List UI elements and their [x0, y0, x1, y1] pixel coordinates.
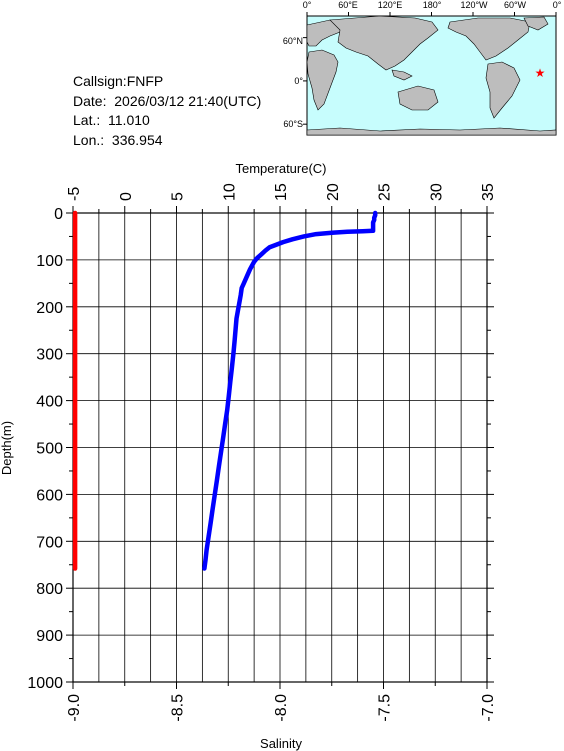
map-lon-label: 120°W — [460, 0, 488, 10]
y-axis-label: Depth(m) — [0, 421, 14, 475]
date-text: Date: 2026/03/12 21:40(UTC) — [73, 92, 262, 109]
callsign-text: Callsign:FNFP — [73, 73, 164, 89]
y-tick-label: 900 — [36, 628, 63, 645]
latitude-text: Lat.: 11.010 — [73, 112, 150, 128]
top-tick-label: 15 — [273, 183, 290, 201]
bottom-tick-label: -7.5 — [377, 694, 394, 722]
temperature-profile-line — [202, 210, 378, 571]
map-lat-label: 60°N — [283, 36, 303, 46]
y-tick-label: 1000 — [27, 675, 63, 692]
top-tick-label: 30 — [428, 183, 445, 201]
y-tick-label: 500 — [36, 441, 63, 458]
bottom-tick-label: -8.0 — [273, 694, 290, 722]
station-info: Callsign:FNFP Date: 2026/03/12 21:40(UTC… — [73, 72, 261, 150]
y-tick-label: 200 — [36, 300, 63, 317]
map-ticks — [303, 12, 557, 125]
world-map: 0° 60°E 120°E 180° 120°W 60°W 0° 60°N 0°… — [283, 0, 562, 136]
y-tick-label: 400 — [36, 394, 63, 411]
chart-grid — [72, 212, 488, 683]
map-lon-label: 0° — [303, 0, 312, 10]
bottom-axis-label: Salinity — [260, 736, 302, 751]
map-land — [306, 15, 557, 136]
map-lat-labels: 60°N 0° 60°S — [283, 36, 304, 129]
top-tick-label: 10 — [221, 183, 238, 201]
top-tick-label: 25 — [377, 183, 394, 201]
y-tick-label: 600 — [36, 487, 63, 504]
bottom-tick-label: -7.0 — [480, 694, 497, 722]
top-tick-label: 5 — [170, 192, 187, 201]
y-tick-label: 700 — [36, 534, 63, 551]
longitude-text: Lon.: 336.954 — [73, 131, 163, 148]
y-tick-label: 300 — [36, 347, 63, 364]
bottom-tick-label: -9.0 — [66, 694, 83, 722]
top-tick-label: 0 — [118, 192, 135, 201]
chart-series — [72, 210, 378, 571]
top-tick-label: -5 — [66, 187, 83, 201]
bottom-tick-label: -8.5 — [170, 694, 187, 722]
map-lon-label: 60°W — [504, 0, 527, 10]
map-lon-label: 0° — [553, 0, 562, 10]
y-tick-label: 0 — [54, 206, 63, 223]
map-lat-label: 60°S — [283, 119, 303, 129]
map-lon-label: 120°E — [378, 0, 403, 10]
top-axis-label: Temperature(C) — [235, 161, 326, 176]
y-tick-label: 800 — [36, 581, 63, 598]
map-lon-labels: 0° 60°E 120°E 180° 120°W 60°W 0° — [303, 0, 562, 10]
map-lon-label: 60°E — [338, 0, 358, 10]
top-tick-label: 20 — [325, 183, 342, 201]
map-lat-label: 0° — [294, 76, 303, 86]
station-marker-icon: ★ — [535, 66, 546, 80]
top-tick-label: 35 — [480, 183, 497, 201]
y-tick-label: 100 — [36, 253, 63, 270]
map-lon-label: 180° — [423, 0, 442, 10]
